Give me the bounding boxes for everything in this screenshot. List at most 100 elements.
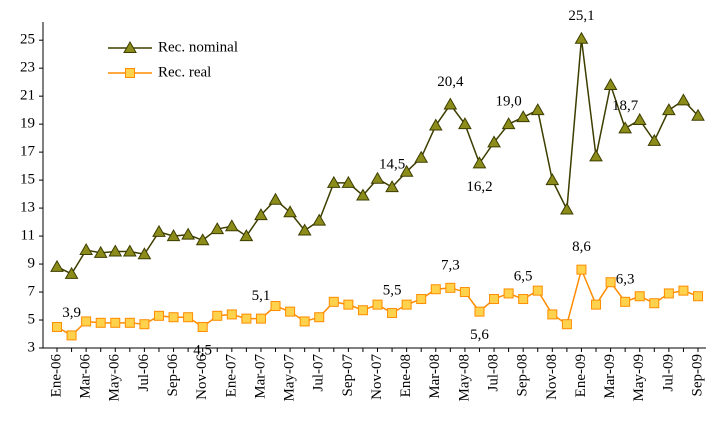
point [239,229,254,242]
data-label: 25,1 [568,8,594,24]
point [501,117,516,130]
data-label: 5,5 [383,282,402,298]
x-tick-label: Jul-08 [485,354,501,392]
x-tick-label: Nov-08 [544,354,560,400]
point [385,180,399,193]
point [647,133,662,146]
x-tick-label: Ene-07 [223,354,239,398]
x-tick-label: Mar-09 [602,354,618,399]
point [618,121,633,134]
point [547,309,558,320]
data-label: 14,5 [379,157,405,173]
x-tick-label: Nov-06 [194,354,210,400]
point [691,108,705,121]
point [458,117,472,130]
point [443,97,458,110]
point [414,150,429,163]
point [605,277,616,288]
point [283,205,297,218]
point [576,264,587,275]
point [268,192,283,205]
x-tick-label: Nov-07 [369,354,385,400]
y-tick-label: 7 [28,283,36,299]
point [212,310,223,321]
point [561,319,572,330]
series: 14,5 20,4 16,2 19,0 25,1 18,7 [50,8,705,279]
point [589,149,603,162]
x-tick-label: May-06 [107,354,123,402]
point [518,294,529,305]
y-tick-label: 13 [20,200,35,216]
x-tick-label: Sep-09 [689,354,705,397]
point [678,285,689,296]
y-tick-label: 15 [20,172,35,188]
x-tick-label: May-09 [631,354,647,402]
point [139,319,150,330]
point [93,245,108,258]
point [445,282,456,293]
point [79,243,93,256]
data-label: 4,5 [193,342,212,358]
point [532,285,543,296]
point [430,284,441,295]
point [297,223,312,236]
x-tick-label: Jul-09 [660,354,676,392]
legend-marker [123,40,137,53]
point [591,299,602,310]
x-tick-label: Jul-07 [311,354,327,392]
point [416,294,427,305]
point [560,202,574,215]
y-tick-label: 21 [20,88,35,104]
legend-label: Rec. nominal [158,39,238,55]
data-label: 6,3 [616,271,635,287]
point [603,77,618,90]
point [64,266,79,279]
point [503,288,514,299]
point [241,313,252,324]
data-label: 5,6 [470,327,489,343]
point [649,298,660,309]
point [487,135,501,148]
point [574,31,589,44]
series: 3,9 4,5 5,1 5,5 7,3 5,6 6,5 8,6 6,3 [52,239,703,358]
point [181,227,195,240]
point [299,316,310,327]
point [357,305,368,316]
x-tick-label: May-07 [282,354,298,402]
point [195,233,210,246]
point [226,309,237,320]
data-label: 3,9 [62,305,81,321]
point [676,93,691,106]
x-tick-label: Mar-08 [427,354,443,399]
point [341,175,356,188]
y-tick-label: 9 [28,255,36,271]
point [401,299,412,310]
point [620,296,631,307]
point [545,173,560,186]
point [66,330,77,341]
point [459,287,470,298]
point [95,317,106,328]
point [314,312,325,323]
point [255,313,266,324]
series-line [56,38,699,275]
point [472,156,487,169]
point [634,291,645,302]
legend-label: Rec. real [158,64,211,80]
point [285,306,296,317]
point [343,299,354,310]
y-tick-label: 19 [20,116,35,132]
point [81,316,92,327]
point [152,224,166,237]
point [474,306,485,317]
data-label: 8,6 [572,239,591,255]
point [428,118,443,131]
y-tick-label: 5 [28,311,36,327]
y-tick-label: 17 [20,144,36,160]
x-tick-label: Ene-06 [48,354,64,398]
data-label: 18,7 [612,98,639,114]
y-tick-label: 23 [20,60,35,76]
point [137,247,152,260]
point [210,222,225,235]
